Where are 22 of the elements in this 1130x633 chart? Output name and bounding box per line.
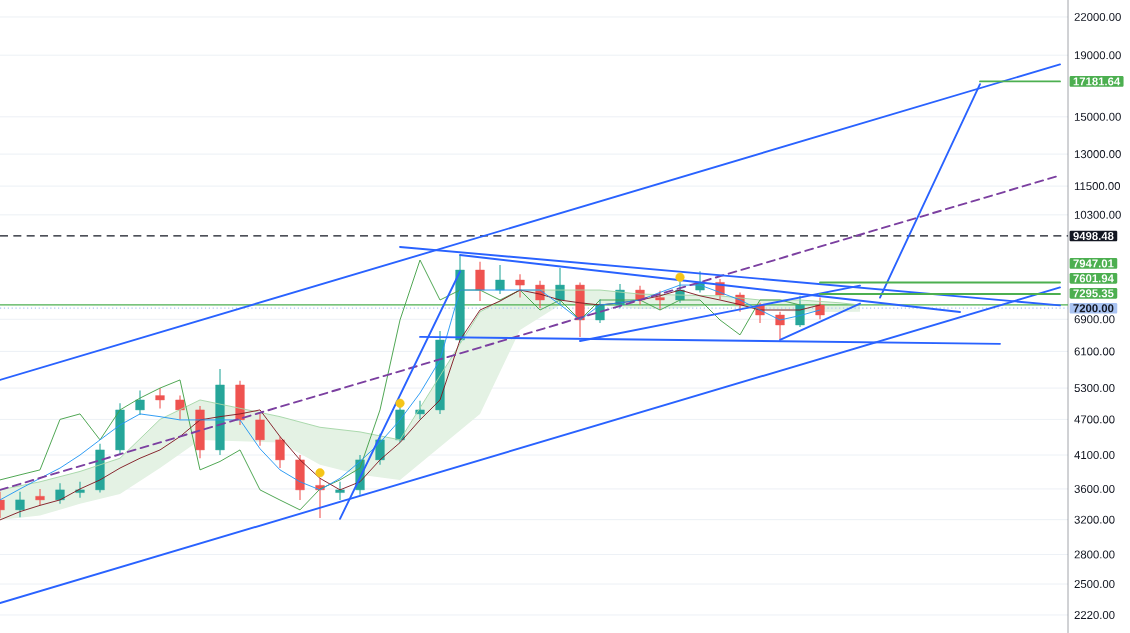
y-tick-label: 11500.00 bbox=[1074, 182, 1121, 191]
y-tick-label: 19000.00 bbox=[1074, 51, 1121, 60]
y-tick-label: 5300.00 bbox=[1074, 384, 1115, 393]
series-label: 7947.01 bbox=[1073, 259, 1114, 268]
y-tick-label: 3200.00 bbox=[1074, 515, 1115, 524]
y-tick-label: 3600.00 bbox=[1074, 484, 1115, 493]
y-tick-label: 13000.00 bbox=[1074, 150, 1121, 159]
y-tick-label: 2220.00 bbox=[1074, 610, 1115, 619]
legend-label: 7601.94 bbox=[1073, 274, 1114, 283]
y-tick-label: 2800.00 bbox=[1074, 550, 1115, 559]
y-tick-label: 15000.00 bbox=[1074, 112, 1121, 121]
y-tick-label: 2500.00 bbox=[1074, 580, 1115, 589]
y-tick-label: 22000.00 bbox=[1074, 12, 1121, 21]
y-tick-label: 6100.00 bbox=[1074, 347, 1115, 356]
y-tick-label: 4100.00 bbox=[1074, 451, 1115, 460]
y-tick-label: 4700.00 bbox=[1074, 415, 1115, 424]
legend-label: 7295.35 bbox=[1073, 289, 1114, 298]
ref-line-label: 7200.00 bbox=[1073, 304, 1114, 313]
ref-line-label: 9498.48 bbox=[1073, 231, 1114, 240]
y-tick-label: 6900.00 bbox=[1074, 315, 1115, 324]
y-tick-label: 10300.00 bbox=[1074, 210, 1121, 219]
series-label: 17181.64 bbox=[1073, 77, 1121, 86]
